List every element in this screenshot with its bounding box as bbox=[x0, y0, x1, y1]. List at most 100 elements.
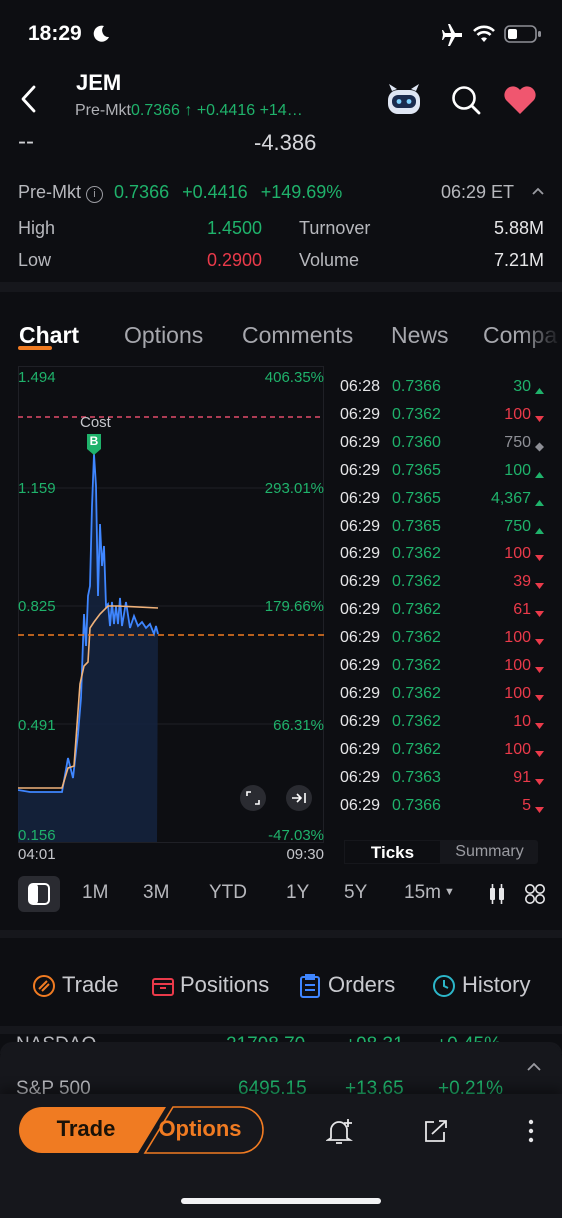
chevron-up-icon[interactable] bbox=[530, 184, 546, 198]
tick-row: 06:29 0.7362 100 bbox=[340, 406, 545, 434]
tick-volume: 100 bbox=[504, 461, 531, 479]
price-line bbox=[18, 453, 159, 793]
down-triangle-icon bbox=[534, 774, 545, 792]
tab-ticks[interactable]: Ticks bbox=[344, 840, 441, 864]
action-positions[interactable]: Positions bbox=[180, 972, 270, 997]
layout-toggle-icon bbox=[28, 883, 50, 905]
tick-tabs: Ticks Summary bbox=[344, 840, 538, 864]
tick-row: 06:29 0.7362 39 bbox=[340, 573, 545, 601]
range-1m[interactable]: 1M bbox=[82, 882, 109, 903]
tick-row: 06:29 0.7362 100 bbox=[340, 685, 545, 713]
caret-down-icon: ▼ bbox=[440, 886, 455, 898]
header-premarket-pct: +14… bbox=[259, 102, 303, 119]
neutral-diamond-icon bbox=[534, 439, 545, 457]
down-triangle-icon bbox=[534, 662, 545, 680]
index-change: +13.65 bbox=[345, 1078, 404, 1099]
airplane-icon bbox=[442, 24, 462, 46]
tick-row: 06:29 0.7365 100 bbox=[340, 462, 545, 490]
x-axis-end: 09:30 bbox=[286, 846, 324, 863]
action-orders[interactable]: Orders bbox=[328, 972, 396, 997]
history-clock-icon bbox=[433, 975, 455, 997]
tick-volume: 750 bbox=[504, 517, 531, 535]
tab-chart[interactable]: Chart bbox=[19, 322, 80, 348]
range-1y[interactable]: 1Y bbox=[286, 882, 310, 903]
range-ytd[interactable]: YTD bbox=[209, 882, 247, 903]
action-trade[interactable]: Trade bbox=[62, 972, 119, 997]
search-icon[interactable] bbox=[450, 84, 482, 116]
tab-comments[interactable]: Comments bbox=[242, 322, 354, 348]
candlestick-icon[interactable] bbox=[486, 882, 508, 906]
down-triangle-icon bbox=[534, 606, 545, 624]
premarket-row: Pre-Mkt i 0.7366 +0.4416 +149.69% bbox=[18, 182, 342, 203]
price-chart[interactable] bbox=[18, 366, 324, 844]
chart-layout-button[interactable] bbox=[18, 876, 60, 912]
tick-row: 06:29 0.7362 100 bbox=[340, 629, 545, 657]
options-button[interactable]: Options bbox=[158, 1116, 242, 1141]
tick-time: 06:28 bbox=[340, 378, 381, 395]
down-triangle-icon bbox=[534, 746, 545, 764]
price-change-value: -4.386 bbox=[254, 130, 317, 155]
tick-row: 06:29 0.7362 100 bbox=[340, 545, 545, 573]
tab-news[interactable]: News bbox=[391, 322, 449, 348]
tick-price: 0.7365 bbox=[392, 517, 441, 535]
tick-time: 06:29 bbox=[340, 657, 381, 674]
tick-time: 06:29 bbox=[340, 405, 381, 423]
share-icon[interactable] bbox=[422, 1118, 450, 1144]
arrow-right-bar-icon bbox=[292, 793, 306, 803]
chevron-up-icon[interactable] bbox=[524, 1060, 544, 1074]
tick-time: 06:29 bbox=[340, 517, 381, 535]
range-5y[interactable]: 5Y bbox=[344, 882, 368, 903]
cost-label: Cost bbox=[80, 414, 111, 431]
range-interval-select[interactable]: 15m ▼ bbox=[404, 882, 455, 904]
down-triangle-icon bbox=[534, 802, 545, 820]
tab-options[interactable]: Options bbox=[124, 322, 204, 348]
more-icon[interactable] bbox=[526, 1118, 536, 1144]
favorite-heart-icon[interactable] bbox=[502, 84, 538, 116]
action-history[interactable]: History bbox=[462, 972, 531, 997]
grid-icon[interactable] bbox=[524, 883, 546, 905]
info-icon[interactable]: i bbox=[86, 186, 104, 203]
y-axis-right-3: 179.66% bbox=[264, 598, 324, 615]
index-pct: +0.21% bbox=[438, 1078, 503, 1099]
tick-time: 06:29 bbox=[340, 684, 381, 702]
tick-time: 06:29 bbox=[340, 601, 381, 619]
index-name: S&P 500 bbox=[16, 1078, 91, 1099]
back-icon[interactable] bbox=[18, 84, 40, 114]
stock-symbol: JEM bbox=[76, 70, 122, 95]
down-triangle-icon bbox=[534, 411, 545, 429]
tab-summary[interactable]: Summary bbox=[455, 843, 524, 860]
section-divider bbox=[0, 1026, 562, 1034]
up-triangle-icon bbox=[534, 383, 545, 401]
volume-value: 7.21M bbox=[493, 250, 544, 270]
range-3m[interactable]: 3M bbox=[143, 882, 170, 903]
header-premarket-price: 0.7366 bbox=[131, 102, 180, 119]
robot-assistant-icon[interactable] bbox=[384, 82, 424, 118]
tab-fade bbox=[520, 318, 562, 354]
y-axis-right-2: 293.01% bbox=[264, 480, 324, 497]
y-axis-right-4: 66.31% bbox=[273, 717, 324, 734]
y-axis-left-3: 0.825 bbox=[18, 598, 56, 615]
buy-marker-icon[interactable] bbox=[87, 434, 101, 455]
tick-volume: 100 bbox=[504, 545, 531, 563]
tick-price: 0.7366 bbox=[392, 378, 441, 395]
tick-row: 06:28 0.7366 30 bbox=[340, 378, 545, 406]
tick-row: 06:29 0.7360 750 bbox=[340, 434, 545, 462]
tick-volume: 30 bbox=[513, 378, 531, 395]
tick-time: 06:29 bbox=[340, 461, 381, 479]
fullscreen-button[interactable] bbox=[240, 785, 266, 811]
range-interval-label: 15m bbox=[404, 882, 441, 903]
tick-price: 0.7360 bbox=[392, 433, 441, 451]
tick-price: 0.7366 bbox=[392, 796, 441, 814]
alert-bell-icon[interactable] bbox=[326, 1116, 354, 1146]
trade-options-buttons bbox=[19, 1106, 264, 1154]
high-label: High bbox=[18, 218, 56, 238]
tick-list: 06:28 0.7366 30 06:29 0.7362 100 06:29 0.7360 75… bbox=[340, 378, 545, 818]
tick-row: 06:29 0.7366 5 bbox=[340, 797, 545, 825]
jump-latest-button[interactable] bbox=[286, 785, 312, 811]
x-axis-start: 04:01 bbox=[18, 846, 56, 863]
section-divider bbox=[0, 930, 562, 938]
header-premarket-label: Pre-Mkt bbox=[75, 102, 131, 119]
home-indicator[interactable] bbox=[181, 1198, 381, 1204]
trade-button[interactable]: Trade bbox=[56, 1116, 116, 1141]
tick-volume: 100 bbox=[504, 657, 531, 674]
